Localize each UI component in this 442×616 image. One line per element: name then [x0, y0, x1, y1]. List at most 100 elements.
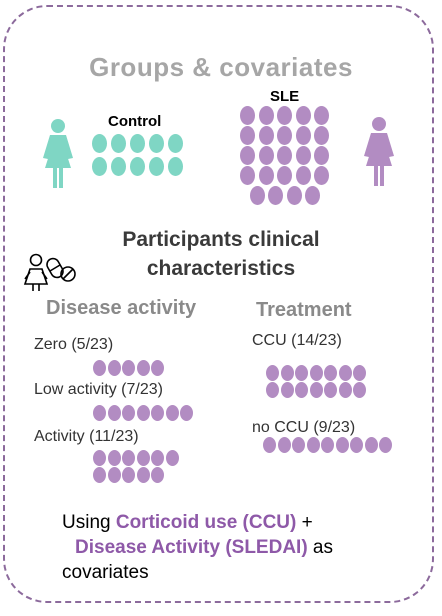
sle-participant-dot — [240, 146, 255, 165]
patient-dot — [136, 405, 150, 421]
patient-dot — [122, 360, 135, 376]
patient-dot — [151, 467, 164, 483]
patient-dot — [151, 405, 164, 421]
sle-participant-dot — [286, 186, 302, 205]
sle-label: SLE — [270, 88, 300, 105]
patient-dot — [122, 405, 135, 421]
control-participant-dot — [149, 157, 164, 176]
disease-activity-heading: Disease activity — [46, 297, 197, 319]
control-participant-dot — [130, 134, 145, 153]
woman-icon — [364, 117, 394, 186]
patient-dot — [122, 467, 135, 483]
sle-participant-dot — [258, 126, 274, 145]
patient-dot — [338, 365, 352, 381]
patient-dot — [93, 467, 106, 483]
patient-dot — [151, 360, 164, 376]
patient-dot — [151, 450, 164, 466]
control-participant-dot — [92, 134, 107, 153]
patient-dot — [93, 450, 106, 466]
low-activity-label: Low activity (7/23) — [34, 381, 163, 398]
no-ccu-label: no CCU (9/23) — [252, 419, 356, 436]
sle-participant-dot — [295, 126, 311, 145]
patient-pills-icon — [23, 253, 76, 291]
patient-dot — [107, 450, 121, 466]
sle-participant-dot — [240, 126, 255, 145]
patient-dot — [277, 437, 291, 453]
subtitle-line1: Participants clinical — [122, 228, 320, 251]
patient-dot — [266, 365, 279, 381]
patient-dot — [306, 437, 320, 453]
sledai-highlight: Disease Activity (SLEDAI) — [75, 537, 308, 558]
control-participant-dot — [149, 134, 164, 153]
sle-participant-dot — [240, 106, 255, 125]
control-participant-dot — [111, 134, 126, 153]
footer-text: Using Corticoid use (CCU) + Disease Acti… — [62, 510, 333, 585]
patient-dot — [324, 382, 337, 398]
patient-dot — [324, 365, 337, 381]
control-participant-dot — [168, 157, 183, 176]
footer-covariates: covariates — [62, 562, 149, 583]
patient-dot — [350, 437, 363, 453]
patient-dot — [292, 437, 305, 453]
ccu-label: CCU (14/23) — [252, 332, 342, 349]
patient-dot — [280, 382, 294, 398]
page-title: Groups & covariates — [89, 52, 353, 82]
patient-dot — [353, 382, 366, 398]
control-label: Control — [108, 113, 162, 130]
patient-dot — [122, 450, 135, 466]
sle-participant-dot — [277, 166, 292, 185]
patient-dot — [180, 405, 193, 421]
sle-participant-dot — [268, 186, 283, 205]
patient-dot — [295, 365, 308, 381]
sle-participant-dot — [295, 146, 311, 165]
control-participant-dot — [111, 157, 126, 176]
patient-dot — [93, 405, 106, 421]
patient-dot — [136, 450, 150, 466]
patient-dot — [309, 365, 323, 381]
sle-participant-dot — [305, 186, 320, 205]
footer-plus: + — [296, 512, 313, 533]
patient-dot — [364, 437, 378, 453]
ccu-highlight: Corticoid use (CCU) — [115, 512, 297, 533]
sle-participant-dot — [258, 166, 274, 185]
sle-participant-dot — [277, 126, 292, 145]
sle-participant-dot — [314, 106, 329, 125]
patient-dot — [295, 382, 308, 398]
footer-as: as — [307, 537, 334, 558]
sle-participant-dot — [277, 146, 292, 165]
control-participant-dot — [130, 157, 145, 176]
sle-participant-dot — [295, 166, 311, 185]
patient-dot — [353, 365, 366, 381]
patient-dot — [136, 360, 150, 376]
zero-label: Zero (5/23) — [34, 336, 114, 353]
footer-prefix: Using — [62, 512, 116, 533]
woman-icon — [43, 119, 73, 188]
sle-participant-dot — [277, 106, 292, 125]
sle-participant-dot — [258, 146, 274, 165]
control-participant-dot — [92, 157, 107, 176]
sle-participant-dot — [295, 106, 311, 125]
patient-dot — [93, 360, 106, 376]
sle-participant-dot — [314, 146, 329, 165]
dashed-frame — [3, 5, 434, 603]
sle-participant-dot — [258, 106, 274, 125]
patient-dot — [280, 365, 294, 381]
patient-dot — [107, 360, 121, 376]
patient-dot — [338, 382, 352, 398]
patient-dot — [335, 437, 349, 453]
patient-dot — [309, 382, 323, 398]
patient-dot — [107, 405, 121, 421]
patient-dot — [165, 450, 179, 466]
patient-dot — [379, 437, 392, 453]
patient-dot — [263, 437, 276, 453]
subtitle-line2: characteristics — [146, 257, 296, 280]
patient-dot — [165, 405, 179, 421]
sle-participant-dot — [314, 166, 329, 185]
patient-dot — [321, 437, 334, 453]
activity-label: Activity (11/23) — [34, 428, 139, 445]
patient-dot — [107, 467, 121, 483]
control-participant-dot — [168, 134, 183, 153]
sle-participant-dot — [249, 186, 265, 205]
sle-participant-dot — [314, 126, 329, 145]
treatment-heading: Treatment — [256, 299, 352, 321]
